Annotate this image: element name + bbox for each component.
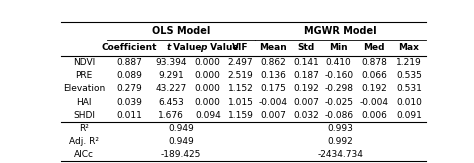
Text: 0.006: 0.006 <box>361 111 387 120</box>
Text: Max: Max <box>399 43 419 52</box>
Text: 0.089: 0.089 <box>117 71 142 80</box>
Text: 43.227: 43.227 <box>155 84 187 93</box>
Text: 0.535: 0.535 <box>396 71 422 80</box>
Text: -189.425: -189.425 <box>161 150 201 159</box>
Text: 0.993: 0.993 <box>328 124 354 133</box>
Text: 1.219: 1.219 <box>396 58 422 67</box>
Text: VIF: VIF <box>232 43 249 52</box>
Text: HAI: HAI <box>76 98 91 107</box>
Text: 0.032: 0.032 <box>293 111 319 120</box>
Text: 2.497: 2.497 <box>228 58 253 67</box>
Text: Med: Med <box>364 43 385 52</box>
Text: 93.394: 93.394 <box>155 58 187 67</box>
Text: Mean: Mean <box>259 43 287 52</box>
Text: -0.160: -0.160 <box>324 71 353 80</box>
Text: 0.949: 0.949 <box>168 124 194 133</box>
Text: PRE: PRE <box>75 71 92 80</box>
Text: 2.519: 2.519 <box>228 71 254 80</box>
Text: Std: Std <box>297 43 315 52</box>
Text: -0.298: -0.298 <box>324 84 353 93</box>
Text: 0.011: 0.011 <box>117 111 142 120</box>
Text: Elevation: Elevation <box>63 84 105 93</box>
Text: 1.676: 1.676 <box>158 111 184 120</box>
Text: 0.192: 0.192 <box>362 84 387 93</box>
Text: 0.007: 0.007 <box>260 111 286 120</box>
Text: p: p <box>201 43 207 52</box>
Text: SHDI: SHDI <box>73 111 95 120</box>
Text: 0.136: 0.136 <box>260 71 286 80</box>
Text: 0.039: 0.039 <box>117 98 142 107</box>
Text: 9.291: 9.291 <box>158 71 184 80</box>
Text: 0.066: 0.066 <box>361 71 387 80</box>
Text: 1.159: 1.159 <box>228 111 254 120</box>
Text: -2434.734: -2434.734 <box>318 150 364 159</box>
Text: 0.887: 0.887 <box>117 58 142 67</box>
Text: 6.453: 6.453 <box>158 98 184 107</box>
Text: 0.091: 0.091 <box>396 111 422 120</box>
Text: R²: R² <box>79 124 89 133</box>
Text: -0.086: -0.086 <box>324 111 353 120</box>
Text: Coefficient: Coefficient <box>102 43 157 52</box>
Text: Adj. R²: Adj. R² <box>69 137 99 146</box>
Text: 0.007: 0.007 <box>293 98 319 107</box>
Text: OLS Model: OLS Model <box>152 26 210 36</box>
Text: Value: Value <box>170 43 202 52</box>
Text: 0.949: 0.949 <box>168 137 194 146</box>
Text: 0.992: 0.992 <box>328 137 354 146</box>
Text: 0.410: 0.410 <box>326 58 352 67</box>
Text: 0.094: 0.094 <box>195 111 221 120</box>
Text: -0.004: -0.004 <box>360 98 389 107</box>
Text: Min: Min <box>329 43 348 52</box>
Text: 1.015: 1.015 <box>228 98 254 107</box>
Text: NDVI: NDVI <box>73 58 95 67</box>
Text: 0.192: 0.192 <box>293 84 319 93</box>
Text: t: t <box>166 43 170 52</box>
Text: AICc: AICc <box>74 150 94 159</box>
Text: MGWR Model: MGWR Model <box>304 26 377 36</box>
Text: 0.000: 0.000 <box>195 71 221 80</box>
Text: 0.010: 0.010 <box>396 98 422 107</box>
Text: 0.000: 0.000 <box>195 84 221 93</box>
Text: 0.141: 0.141 <box>293 58 319 67</box>
Text: 0.000: 0.000 <box>195 98 221 107</box>
Text: 0.279: 0.279 <box>117 84 142 93</box>
Text: 0.531: 0.531 <box>396 84 422 93</box>
Text: 1.152: 1.152 <box>228 84 254 93</box>
Text: -0.025: -0.025 <box>324 98 353 107</box>
Text: 0.187: 0.187 <box>293 71 319 80</box>
Text: 0.000: 0.000 <box>195 58 221 67</box>
Text: 0.175: 0.175 <box>260 84 286 93</box>
Text: 0.862: 0.862 <box>260 58 286 67</box>
Text: -0.004: -0.004 <box>259 98 288 107</box>
Text: 0.878: 0.878 <box>361 58 387 67</box>
Text: Value: Value <box>207 43 238 52</box>
